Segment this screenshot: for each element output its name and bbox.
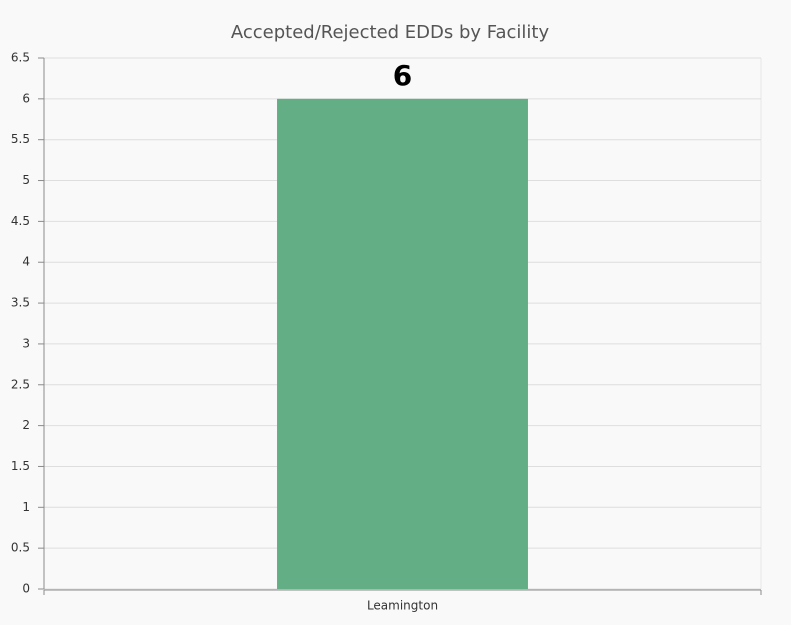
- y-tick-label: 5.5: [11, 132, 30, 146]
- y-tick-label: 0: [22, 582, 30, 596]
- y-tick-label: 2: [22, 418, 30, 432]
- y-tick-label: 4: [22, 255, 30, 269]
- y-tick-label: 2.5: [11, 377, 30, 391]
- chart-title: Accepted/Rejected EDDs by Facility: [231, 22, 550, 43]
- y-tick-label: 3.5: [11, 296, 30, 310]
- y-tick-label: 0.5: [11, 541, 30, 555]
- y-tick-label: 6: [22, 91, 30, 105]
- y-tick-label: 5: [22, 173, 30, 187]
- y-tick-label: 1.5: [11, 459, 30, 473]
- data-label: 6: [393, 59, 412, 92]
- y-tick-label: 3: [22, 336, 30, 350]
- x-tick-label: Leamington: [367, 599, 438, 613]
- y-tick-label: 4.5: [11, 214, 30, 228]
- y-tick-label: 1: [22, 500, 30, 514]
- bar: [277, 98, 528, 589]
- y-tick-label: 6.5: [11, 51, 30, 65]
